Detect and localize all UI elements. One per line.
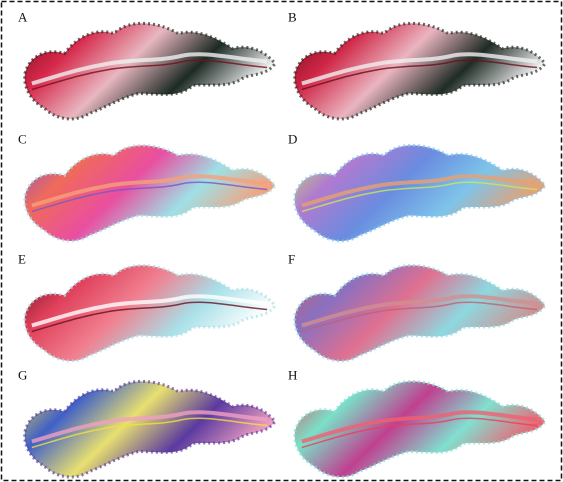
basin-shape: [25, 23, 275, 119]
basin-image: [25, 381, 275, 477]
panel: E: [18, 252, 275, 361]
panel: F: [288, 252, 545, 361]
basin-image: [295, 381, 545, 477]
basin-shape: [295, 265, 545, 361]
basin-shape: [295, 23, 545, 119]
basin-image: [295, 23, 545, 119]
basin-shape: [295, 381, 545, 477]
panel: C: [18, 132, 275, 241]
panel-label: A: [18, 10, 28, 25]
basin-shape: [25, 265, 275, 361]
panel: G: [18, 368, 275, 477]
panel-label: H: [288, 368, 297, 383]
panels: A B C D E F G H: [18, 10, 545, 477]
panel: A: [18, 10, 275, 119]
figure: A B C D E F G H: [0, 0, 563, 482]
panel-label: D: [288, 132, 297, 147]
basin-image: [295, 265, 545, 361]
basin-shape: [295, 145, 545, 241]
basin-image: [295, 145, 545, 241]
basin-image: [25, 145, 275, 241]
panel-label: B: [288, 10, 297, 25]
panel: H: [288, 368, 545, 477]
panel: B: [288, 10, 545, 119]
basin-image: [25, 265, 275, 361]
basin-shape: [25, 381, 275, 477]
panel-label: C: [18, 132, 27, 147]
panel-label: F: [288, 252, 295, 267]
panel-label: E: [18, 252, 26, 267]
panel: D: [288, 132, 545, 241]
basin-image: [25, 23, 275, 119]
basin-shape: [25, 145, 275, 241]
panel-label: G: [18, 368, 27, 383]
